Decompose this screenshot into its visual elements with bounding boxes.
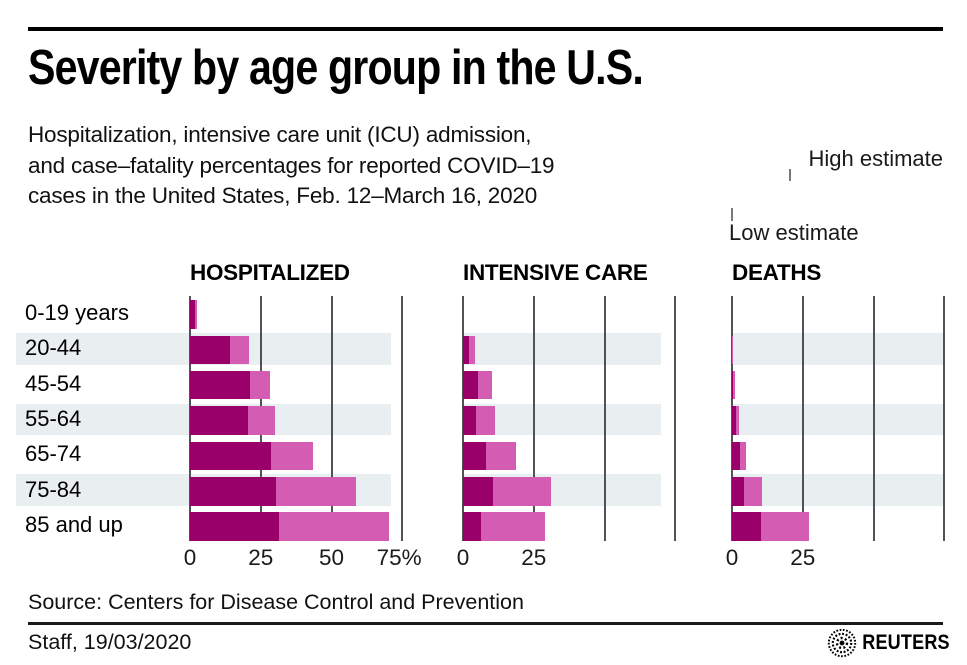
bar-low-estimate [190,406,248,435]
gridline [674,296,677,541]
bar-low-estimate [463,476,493,506]
gridline [872,296,875,541]
row-stripe [732,474,944,507]
bar-high-estimate [744,476,762,506]
bar-low-estimate [463,370,479,400]
bar-high-estimate [278,512,389,541]
bar-high-estimate [480,512,546,541]
bar-low-estimate [732,406,736,435]
axis-tick-label: 0 [725,545,739,570]
bar-low-estimate [463,335,469,365]
bar-high-estimate [735,406,740,435]
bar-high-estimate [276,476,357,506]
row-label: 55-64 [25,406,82,432]
row-label: 85 and up [25,512,123,538]
bar-low-estimate [190,370,250,400]
row-label: 75-84 [25,476,82,502]
row-label: 0-19 years [25,300,129,325]
bar-low-estimate [190,441,271,471]
bar-low-estimate [190,512,279,541]
reuters-wordmark: REUTERS [862,631,950,654]
page-title: Severity by age group in the U.S. [28,41,644,95]
bar-high-estimate [761,512,810,541]
bar-high-estimate [249,370,271,400]
panel-header: HOSPITALIZED [190,260,350,285]
row-stripe [463,332,661,365]
top-rule-divider [28,27,943,31]
bar-low-estimate [732,370,734,400]
legend-high-connector-line [789,169,791,181]
row-stripe [732,403,944,436]
axis-tick-label: 50 [318,545,345,570]
bar-high-estimate [739,441,746,471]
bar-low-estimate [190,476,277,506]
axis-tick-label: 75% [376,545,422,570]
bar-high-estimate [492,476,551,506]
bar-high-estimate [194,300,198,329]
legend-low-estimate-label: Low estimate [729,220,859,245]
row-stripe [463,403,661,436]
bar-high-estimate [468,335,475,365]
bar-low-estimate [463,406,477,435]
bar-low-estimate [463,512,481,541]
bar-high-estimate [476,406,495,435]
bar-low-estimate [463,441,486,471]
gridline [603,296,606,541]
source-note: Source: Centers for Disease Control and … [28,590,524,614]
bar-high-estimate [248,406,276,435]
bar-low-estimate [190,300,195,329]
bar-high-estimate [478,370,493,400]
panel-header: INTENSIVE CARE [463,260,648,285]
row-stripe [732,332,944,365]
bar-low-estimate [732,512,762,541]
bar-high-estimate [230,335,249,365]
gridline [401,296,404,541]
axis-tick-label: 25 [790,545,816,570]
bar-high-estimate [270,441,314,471]
legend-high-estimate-label: High estimate [808,146,943,171]
axis-tick-label: 25 [248,545,274,570]
axis-tick-label: 0 [183,545,197,570]
row-label: 20-44 [25,335,82,361]
footer-divider [28,622,943,625]
axis-tick-label: 0 [456,545,470,570]
gridline [801,296,804,541]
bar-low-estimate [732,476,745,506]
row-label: 65-74 [25,441,82,467]
bar-high-estimate [485,441,517,471]
bar-high-estimate [733,370,735,400]
gridline [532,296,535,541]
axis-tick-label: 25 [521,545,547,570]
legend-low-connector-line [731,208,733,221]
bar-high-estimate [732,335,734,365]
bar-low-estimate [190,335,231,365]
panel-header: DEATHS [732,260,822,285]
gridline [330,296,333,541]
reuters-orb-icon [827,628,857,658]
bar-low-estimate [732,441,740,471]
row-label: 45-54 [25,370,82,396]
chart-subtitle: Hospitalization, intensive care unit (IC… [28,122,555,208]
gridline [943,296,946,541]
byline: Staff, 19/03/2020 [28,630,192,654]
